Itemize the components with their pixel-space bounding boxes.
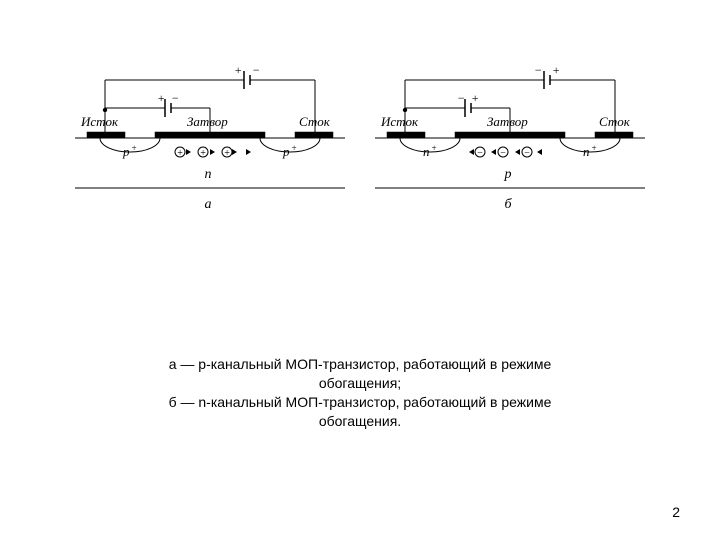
svg-text:−: − — [500, 148, 507, 159]
svg-text:−: − — [457, 91, 465, 105]
svg-text:p: p — [282, 144, 290, 159]
svg-text:+: + — [224, 148, 231, 159]
svg-text:n: n — [583, 144, 590, 159]
caption-line-3: б — n-канальный МОП-транзистор, работающ… — [100, 393, 620, 412]
caption-line-4: обогащения. — [100, 412, 620, 431]
svg-text:−: − — [171, 91, 179, 105]
svg-text:Затвор: Затвор — [487, 114, 528, 129]
svg-text:+: + — [131, 143, 137, 153]
svg-text:−: − — [534, 63, 542, 77]
svg-text:Исток: Исток — [380, 114, 419, 129]
page-number: 2 — [672, 504, 680, 520]
svg-text:б: б — [504, 197, 512, 212]
svg-text:p: p — [504, 167, 512, 182]
svg-text:+: + — [157, 91, 165, 105]
svg-text:−: − — [252, 63, 260, 77]
svg-text:+: + — [552, 63, 560, 77]
svg-text:+: + — [234, 63, 242, 77]
svg-text:+: + — [471, 91, 479, 105]
svg-text:p: p — [122, 144, 130, 159]
caption-line-1: а — р-канальный МОП-транзистор, работающ… — [100, 355, 620, 374]
caption-line-2: обогащения; — [100, 374, 620, 393]
svg-text:Исток: Исток — [80, 114, 119, 129]
svg-text:−: − — [524, 148, 531, 159]
svg-text:+: + — [200, 148, 207, 159]
svg-text:−: − — [477, 148, 484, 159]
caption: а — р-канальный МОП-транзистор, работающ… — [100, 355, 620, 431]
svg-text:+: + — [431, 143, 437, 153]
svg-text:n: n — [423, 144, 430, 159]
svg-text:Затвор: Затвор — [187, 114, 228, 129]
mosfet-diagram: ИстокЗатворСтокp+p++++nа+−+− ИстокЗатвор… — [75, 60, 645, 230]
svg-text:+: + — [291, 143, 297, 153]
svg-text:а: а — [205, 197, 212, 212]
svg-text:+: + — [177, 148, 184, 159]
svg-text:+: + — [591, 143, 597, 153]
svg-text:n: n — [205, 167, 212, 182]
